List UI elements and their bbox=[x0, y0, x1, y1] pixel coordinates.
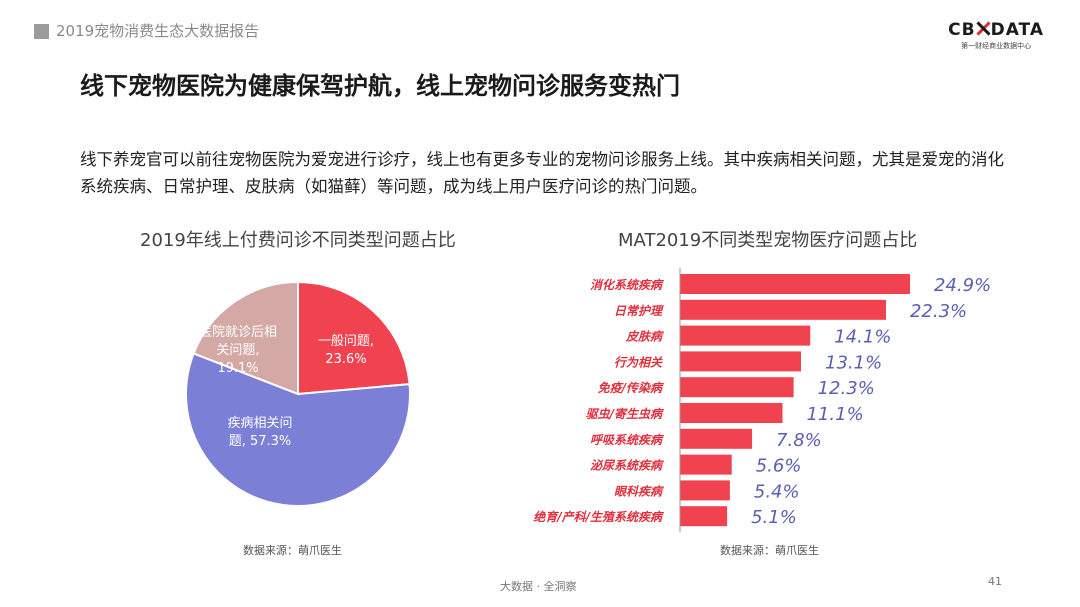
bar-value-label-4: 12.3% bbox=[818, 378, 875, 399]
bar-5 bbox=[680, 403, 783, 423]
bar-category-label-4: 免疫/传染病 bbox=[598, 381, 665, 395]
pie-slice-label-1: 疾病相关问题, 57.3% bbox=[227, 416, 292, 449]
bar-chart-title: MAT2019不同类型宠物医疗问题占比 bbox=[618, 230, 918, 251]
bar-1 bbox=[680, 299, 886, 320]
bar-value-label-3: 13.1% bbox=[825, 352, 882, 373]
bar-category-label-3: 行为相关 bbox=[614, 355, 663, 369]
bar-7 bbox=[680, 454, 732, 475]
bar-2 bbox=[680, 325, 811, 346]
pie-chart: 一般问题, 23.6% 疾病相关问题, 57.3% 医院就诊后相关问题, 19.1% bbox=[185, 280, 411, 507]
bar-3 bbox=[680, 351, 802, 372]
bar-value-label-6: 7.8% bbox=[776, 430, 822, 451]
footer-tagline: 大数据 · 全洞察 bbox=[500, 580, 577, 593]
pie-slice-label-0: 一般问题, 23.6% bbox=[318, 333, 374, 367]
logo-text-right: DATA bbox=[990, 20, 1044, 40]
bar-category-label-6: 呼吸系统疾病 bbox=[590, 433, 665, 447]
bar-value-label-2: 14.1% bbox=[834, 327, 891, 348]
bar-value-label-1: 22.3% bbox=[910, 301, 967, 322]
bar-category-label-1: 日常护理 bbox=[614, 304, 664, 318]
pie-slice-1 bbox=[185, 352, 411, 507]
report-title: 2019宠物消费生态大数据报告 bbox=[56, 22, 260, 40]
page-headline: 线下宠物医院为健康保驾护航，线上宠物问诊服务变热门 bbox=[80, 72, 680, 100]
bar-category-label-8: 眼科疾病 bbox=[614, 484, 665, 498]
bar-category-label-7: 泌尿系统疾病 bbox=[590, 459, 665, 473]
bar-value-label-5: 11.1% bbox=[807, 404, 864, 425]
report-marker bbox=[34, 24, 49, 39]
bar-value-label-0: 24.9% bbox=[934, 275, 991, 296]
cbndata-logo: CB DATA 第一财经商业数据中心 bbox=[948, 20, 1044, 51]
pie-slice-2 bbox=[192, 280, 299, 396]
pie-slice-label-2: 医院就诊后相关问题, 19.1% bbox=[199, 325, 277, 376]
bar-0 bbox=[680, 274, 910, 294]
bar-category-label-0: 消化系统疾病 bbox=[590, 278, 665, 292]
logo-text-left: CB bbox=[948, 20, 976, 40]
bar-8 bbox=[680, 480, 730, 501]
bar-category-label-2: 皮肤病 bbox=[625, 330, 665, 344]
pie-slice-0 bbox=[297, 280, 411, 396]
logo-subtitle: 第一财经商业数据中心 bbox=[961, 42, 1032, 50]
bar-chart: 消化系统疾病 24.9% 日常护理 22.3% 皮肤病 14.1% 行为相关 13.1% 免疫/… bbox=[533, 268, 991, 532]
bar-category-label-9: 绝育/产科/生殖系统疾病 bbox=[533, 510, 665, 524]
bar-4 bbox=[680, 377, 794, 398]
page-number: 41 bbox=[988, 575, 1002, 588]
logo-x-icon bbox=[976, 21, 991, 36]
page-description: 线下养宠官可以前往宠物医院为爱宠进行诊疗，线上也有更多专业的宠物问诊服务上线。其… bbox=[80, 150, 1004, 196]
pie-chart-title: 2019年线上付费问诊不同类型问题占比 bbox=[140, 230, 456, 251]
bar-6 bbox=[680, 428, 753, 449]
bar-value-label-8: 5.4% bbox=[754, 481, 800, 502]
pie-chart-source: 数据来源：萌爪医生 bbox=[243, 544, 342, 557]
bar-value-label-9: 5.1% bbox=[751, 507, 797, 528]
bar-chart-source: 数据来源：萌爪医生 bbox=[720, 544, 819, 557]
bar-9 bbox=[680, 506, 728, 527]
bar-category-label-5: 驱虫/寄生虫病 bbox=[586, 407, 665, 421]
bar-value-label-7: 5.6% bbox=[756, 456, 802, 477]
